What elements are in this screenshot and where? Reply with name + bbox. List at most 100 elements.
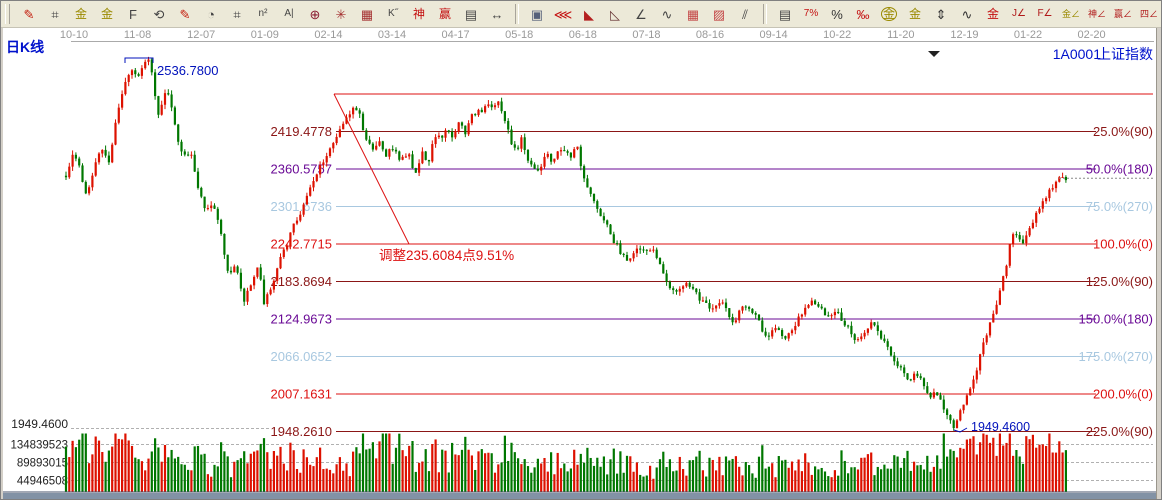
candle-body <box>447 130 450 132</box>
candle-body <box>866 328 869 333</box>
gold-circle-button[interactable]: 金 <box>877 2 901 26</box>
candle-body <box>959 410 962 421</box>
candle-body <box>454 131 457 138</box>
ruler-hash-button[interactable]: ⌗ <box>225 2 249 26</box>
candle-body <box>840 312 843 321</box>
candle-body <box>140 68 143 76</box>
f-angle-icon: F∠ <box>1037 8 1053 19</box>
gold-angle-button[interactable]: 金∠ <box>1059 2 1083 26</box>
volume-bar <box>625 455 629 492</box>
volume-bar <box>325 468 328 492</box>
percent-button[interactable]: % <box>825 2 849 26</box>
ying-angle-button[interactable]: 赢∠ <box>1111 2 1135 26</box>
candle-body <box>193 154 196 172</box>
n-squared-button[interactable]: n² <box>251 2 275 26</box>
zigzag-button[interactable]: ∿ <box>655 2 679 26</box>
candle-body <box>309 187 312 196</box>
price-scale-button[interactable]: ▤ <box>773 2 797 26</box>
fan-box-button[interactable]: ◣ <box>577 2 601 26</box>
gann-wheel-button[interactable]: ✳ <box>329 2 353 26</box>
gold-lines-button[interactable]: 金 <box>903 2 927 26</box>
candle-body <box>467 123 470 135</box>
wave-tool-button[interactable]: ∿ <box>955 2 979 26</box>
abacus-button[interactable]: ▤ <box>459 2 483 26</box>
chart-canvas[interactable]: 10-10 11-08 12-07 01-09 02-14 03-14 04-17 05-18… <box>3 28 1157 500</box>
candle-body <box>688 282 691 287</box>
candle-body <box>127 75 130 82</box>
permille-line-button[interactable]: ‰ <box>851 2 875 26</box>
candle-body <box>695 288 698 293</box>
f-angle-button[interactable]: F∠ <box>1033 2 1057 26</box>
bar-width-button[interactable]: ↔ <box>485 2 509 26</box>
date-tick-label: 10-22 <box>823 29 851 41</box>
ray-fan-button[interactable]: ⋘ <box>551 2 575 26</box>
volume-bar <box>480 449 483 492</box>
candle-body <box>691 286 695 289</box>
toolbar-gripper[interactable] <box>5 4 10 24</box>
candle-body <box>606 220 609 225</box>
spiral-button[interactable]: ⟲ <box>147 2 171 26</box>
candle-body <box>718 303 721 306</box>
candle-body <box>385 149 388 157</box>
candle-body <box>289 232 292 246</box>
gann-box-button[interactable]: ▦ <box>355 2 379 26</box>
si-angle-button[interactable]: 四∠ <box>1137 2 1161 26</box>
trend-angle-button[interactable]: ∠ <box>629 2 653 26</box>
golden-ratio-button[interactable]: 金 <box>95 2 119 26</box>
fibonacci-button[interactable]: F <box>121 2 145 26</box>
volume-bar <box>787 467 790 492</box>
dropdown-arrow-icon[interactable] <box>928 51 940 57</box>
volume-bar <box>474 469 477 492</box>
candle-body <box>315 174 318 182</box>
measure-pencil-button[interactable]: ✎ <box>173 2 197 26</box>
grid-red-button[interactable]: ▦ <box>681 2 705 26</box>
candle-body <box>814 300 817 305</box>
candle-body <box>668 281 671 289</box>
volume-bar <box>203 453 206 492</box>
golden-section-button[interactable]: 金 <box>69 2 93 26</box>
volume-bar <box>437 472 440 492</box>
gold-underline-icon: 金 <box>986 7 999 21</box>
volume-bar <box>266 452 269 492</box>
shen-angle-button[interactable]: 神∠ <box>1085 2 1109 26</box>
kline-tool-button[interactable]: K˝ <box>381 2 405 26</box>
select-box-button[interactable]: ▣ <box>525 2 549 26</box>
volume-bar <box>239 458 242 492</box>
gann-grid-button[interactable]: ⌗ <box>43 2 67 26</box>
volume-bar <box>74 447 77 492</box>
fan-box-dark-button[interactable]: ◺ <box>603 2 627 26</box>
chart-type-label: 日K线 <box>6 39 44 55</box>
grid-arrow-button[interactable]: ▨ <box>707 2 731 26</box>
volume-bar <box>718 456 721 492</box>
volume-bar <box>286 470 289 492</box>
volume-bar <box>454 454 457 492</box>
gann-percent-label: 150.0%(180) <box>1079 312 1153 327</box>
volume-bar <box>556 452 559 492</box>
shen-tool-icon: 神 <box>412 7 425 21</box>
volume-bar <box>305 457 308 492</box>
candle-body <box>559 150 563 152</box>
volume-bar <box>319 447 322 492</box>
time-cycle-button[interactable]: ◔ <box>199 2 223 26</box>
candle-body <box>975 370 978 380</box>
candle-body <box>1018 235 1021 240</box>
gold-underline-button[interactable]: 金 <box>981 2 1005 26</box>
volume-bar <box>926 455 929 492</box>
volume-bar <box>388 433 391 492</box>
volume-bar <box>1061 452 1064 492</box>
j-angle-button[interactable]: J∠ <box>1007 2 1031 26</box>
shen-tool-button[interactable]: 神 <box>407 2 431 26</box>
draw-pencil-button[interactable]: ✎ <box>17 2 41 26</box>
volume-bar <box>259 443 262 492</box>
candle-body <box>784 336 787 339</box>
percent-strike-button[interactable]: 7% <box>799 2 823 26</box>
candle-body <box>526 149 530 161</box>
channel-lines-button[interactable]: ⫽ <box>733 2 757 26</box>
candle-body <box>965 395 968 405</box>
bottom-scroll-strip[interactable] <box>3 493 1156 500</box>
vertical-measure-button[interactable]: ⇕ <box>929 2 953 26</box>
crosshair-circle-button[interactable]: ⊕ <box>303 2 327 26</box>
ying-tool-button[interactable]: 赢 <box>433 2 457 26</box>
angle-line-button[interactable]: A| <box>277 2 301 26</box>
candle-body <box>744 306 747 308</box>
